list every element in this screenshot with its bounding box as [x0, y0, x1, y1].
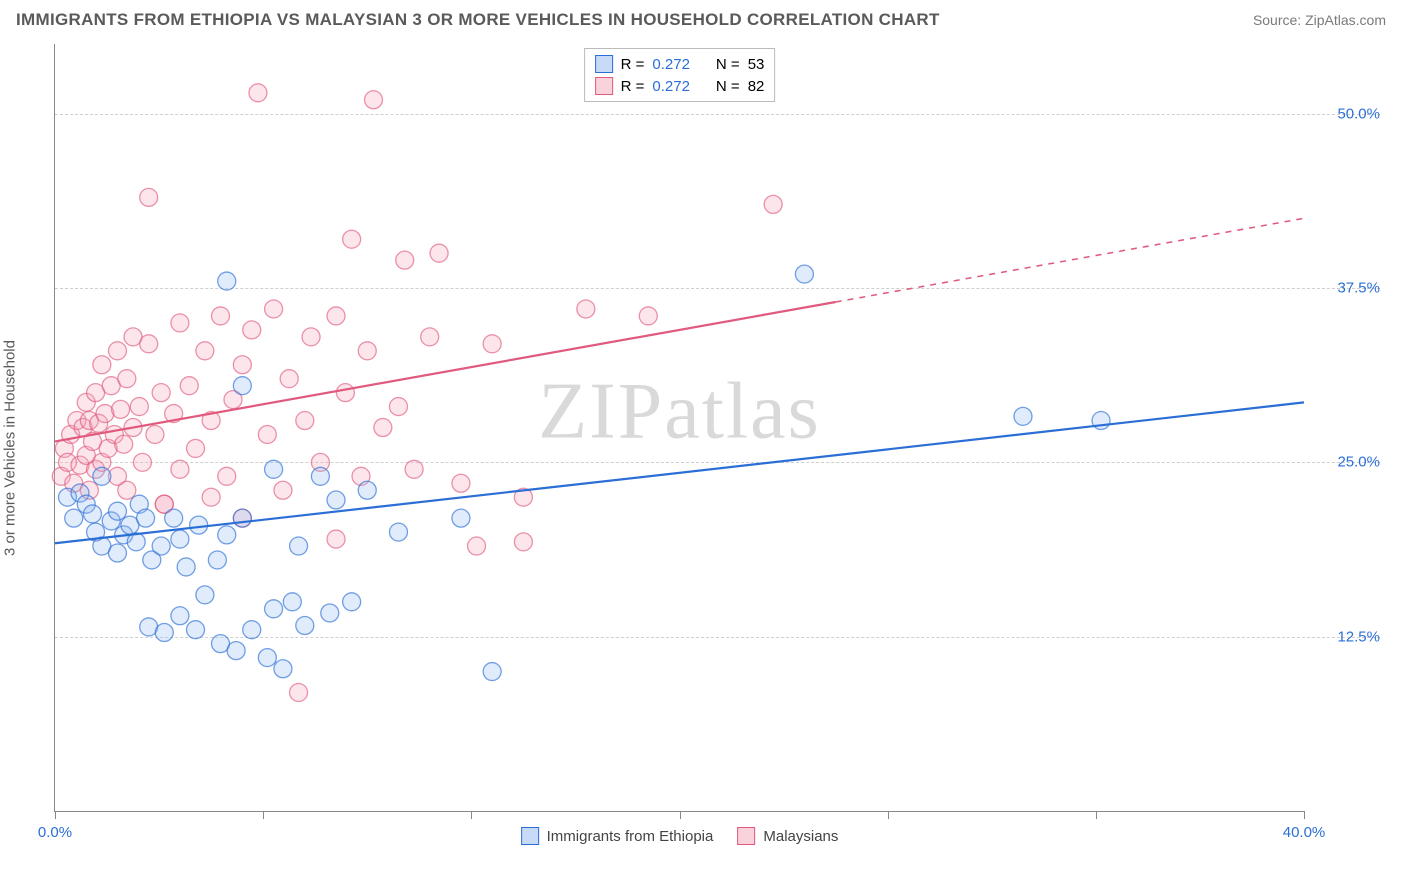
- legend-item: Immigrants from Ethiopia: [521, 827, 714, 845]
- swatch-ethiopia-icon: [595, 55, 613, 73]
- y-tick-label: 25.0%: [1310, 454, 1380, 471]
- legend-r-value: 0.272: [652, 78, 690, 95]
- legend-n-value: 53: [748, 56, 765, 73]
- swatch-ethiopia-icon: [521, 827, 539, 845]
- chart-title: IMMIGRANTS FROM ETHIOPIA VS MALAYSIAN 3 …: [16, 10, 940, 30]
- legend-series-label: Malaysians: [763, 828, 838, 845]
- plot-area: ZIPatlas R = 0.272 N = 53 R = 0.272 N = …: [54, 44, 1304, 812]
- legend-n-label: N =: [716, 56, 740, 73]
- swatch-malaysians-icon: [595, 77, 613, 95]
- legend-n-label: N =: [716, 78, 740, 95]
- chart-container: 3 or more Vehicles in Household ZIPatlas…: [16, 44, 1386, 852]
- legend-series: Immigrants from Ethiopia Malaysians: [513, 827, 847, 845]
- legend-r-label: R =: [621, 56, 645, 73]
- swatch-malaysians-icon: [737, 827, 755, 845]
- legend-stats-row: R = 0.272 N = 53: [595, 53, 765, 75]
- y-tick-label: 37.5%: [1310, 280, 1380, 297]
- legend-series-label: Immigrants from Ethiopia: [547, 828, 714, 845]
- y-tick-label: 12.5%: [1310, 628, 1380, 645]
- trend-lines: [55, 44, 1304, 811]
- legend-item: Malaysians: [737, 827, 838, 845]
- legend-r-label: R =: [621, 78, 645, 95]
- legend-stats-row: R = 0.272 N = 82: [595, 75, 765, 97]
- legend-n-value: 82: [748, 78, 765, 95]
- legend-stats: R = 0.272 N = 53 R = 0.272 N = 82: [584, 48, 776, 102]
- y-tick-label: 50.0%: [1310, 105, 1380, 122]
- y-axis-label: 3 or more Vehicles in Household: [2, 340, 19, 556]
- source-label: Source: ZipAtlas.com: [1253, 12, 1386, 28]
- x-tick-label: 0.0%: [38, 824, 72, 841]
- x-tick-label: 40.0%: [1283, 824, 1326, 841]
- legend-r-value: 0.272: [652, 56, 690, 73]
